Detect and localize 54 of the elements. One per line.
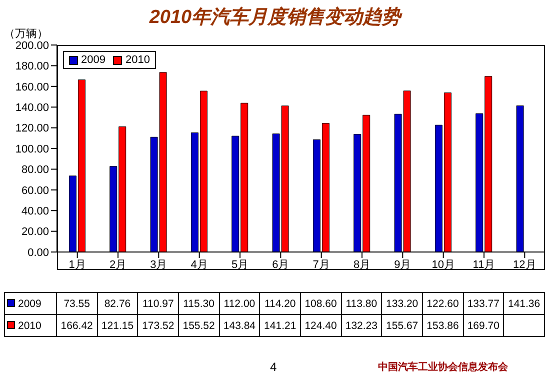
data-label: 155.67 xyxy=(382,314,422,336)
data-label: 133.77 xyxy=(463,292,504,314)
data-label: 121.15 xyxy=(97,314,138,336)
data-label: 110.97 xyxy=(138,292,178,314)
data-label: 73.55 xyxy=(56,292,98,314)
legend-label: 2009 xyxy=(80,54,106,66)
data-label: 112.00 xyxy=(219,292,260,314)
data-label: 124.40 xyxy=(300,314,342,336)
y-tick-label: 20.00 xyxy=(21,226,49,238)
y-tick-label: 140.00 xyxy=(15,102,49,114)
data-label: 132.23 xyxy=(341,314,382,336)
data-label: 122.60 xyxy=(422,292,464,314)
x-tick-label: 4月 xyxy=(190,258,208,271)
data-label: 173.52 xyxy=(138,314,178,336)
data-label: 108.60 xyxy=(300,292,342,314)
data-label: 153.86 xyxy=(422,314,464,336)
x-tick-label: 1月 xyxy=(68,258,86,271)
text: 中国汽车工业协会信息发布会 xyxy=(378,360,508,374)
data-label: 82.76 xyxy=(97,292,138,314)
y-axis-title: （万辆） xyxy=(4,27,48,41)
y-tick-label: 200.00 xyxy=(15,40,49,52)
data-label: 155.52 xyxy=(178,314,220,336)
x-tick-label: 9月 xyxy=(394,258,412,271)
y-tick-label: 60.00 xyxy=(21,184,49,197)
data-label: 169.70 xyxy=(463,314,504,336)
y-tick-label: 80.00 xyxy=(21,164,49,176)
legend-label: 2010 xyxy=(124,54,150,66)
data-label: 115.30 xyxy=(178,292,220,314)
x-tick-label: 2月 xyxy=(109,258,127,271)
y-tick-label: 160.00 xyxy=(15,81,49,94)
x-tick-label: 12月 xyxy=(513,258,536,271)
data-label: 141.21 xyxy=(260,314,300,336)
data-label: 141.36 xyxy=(504,292,544,314)
y-tick-label: 40.00 xyxy=(21,206,49,218)
text: 2009 xyxy=(18,298,42,310)
x-tick-label: 7月 xyxy=(312,258,330,271)
text: 4 xyxy=(270,360,277,374)
data-label: 133.20 xyxy=(382,292,422,314)
y-tick-label: 180.00 xyxy=(15,60,49,73)
data-label: 114.20 xyxy=(260,292,300,314)
data-label: 143.84 xyxy=(219,314,260,336)
y-tick-label: 120.00 xyxy=(15,122,49,135)
text: 2010 xyxy=(18,320,42,332)
x-tick-label: 5月 xyxy=(231,258,249,271)
x-tick-label: 6月 xyxy=(272,258,290,271)
x-tick-label: 10月 xyxy=(432,258,455,271)
y-tick-label: 100.00 xyxy=(15,143,49,156)
chart-title: 2010年汽车月度销售变动趋势 xyxy=(149,7,401,28)
x-tick-label: 11月 xyxy=(472,258,496,271)
data-label: 113.80 xyxy=(341,292,382,314)
x-tick-label: 3月 xyxy=(150,258,168,271)
x-tick-label: 8月 xyxy=(353,258,371,271)
data-label: 166.42 xyxy=(56,314,98,336)
y-tick-label: 0.00 xyxy=(28,246,49,259)
